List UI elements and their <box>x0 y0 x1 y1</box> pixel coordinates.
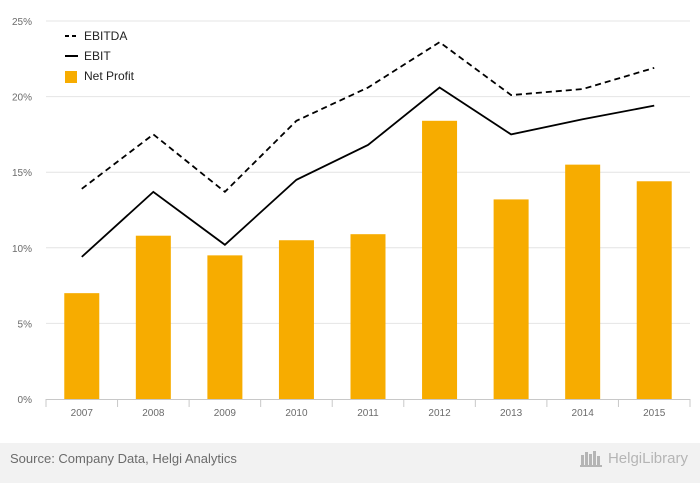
x-tick-label: 2008 <box>142 408 165 419</box>
x-tick-label: 2010 <box>285 408 308 419</box>
bar-net-profit <box>493 199 529 399</box>
x-tick-label: 2007 <box>71 408 94 419</box>
x-tick-label: 2012 <box>428 408 451 419</box>
y-tick-label: 25% <box>12 17 32 28</box>
bar-net-profit <box>350 234 386 399</box>
line-ebitda <box>81 41 655 194</box>
y-tick-label: 5% <box>18 319 33 330</box>
legend-label-net-profit: Net Profit <box>84 69 135 83</box>
y-tick-label: 15% <box>12 168 32 179</box>
bar-net-profit <box>64 293 100 399</box>
chart-svg: 0% 5% 10% 15% 20% 25% 2007 2008 2009 2010 2011 2012… <box>12 17 691 419</box>
y-tick-label: 10% <box>12 244 32 255</box>
x-tick-label: 2011 <box>357 408 379 419</box>
y-tick-label: 20% <box>12 93 32 104</box>
bar-net-profit <box>636 181 672 399</box>
x-tick-label: 2009 <box>214 408 237 419</box>
library-icon <box>579 451 602 467</box>
source-note: Source: Company Data, Helgi Analytics <box>10 451 237 466</box>
x-tick-label: 2015 <box>643 408 666 419</box>
legend-label-ebit: EBIT <box>84 49 111 63</box>
line-ebit <box>81 86 655 258</box>
bar-net-profit <box>207 255 243 399</box>
bar-net-profit <box>278 240 314 399</box>
bar-net-profit <box>135 235 171 399</box>
brand-logo[interactable]: HelgiLibrary <box>579 449 688 467</box>
brand-name: HelgiLibrary <box>607 449 688 467</box>
bar-net-profit <box>422 120 458 400</box>
x-tick-label: 2014 <box>572 408 595 419</box>
bar-net-profit <box>565 164 601 399</box>
x-tick-label: 2013 <box>500 408 523 419</box>
y-tick-label: 0% <box>18 395 33 406</box>
legend-swatch-net-profit <box>65 71 77 83</box>
legend-label-ebitda: EBITDA <box>84 29 127 43</box>
footer: Source: Company Data, Helgi Analytics He… <box>0 443 700 483</box>
